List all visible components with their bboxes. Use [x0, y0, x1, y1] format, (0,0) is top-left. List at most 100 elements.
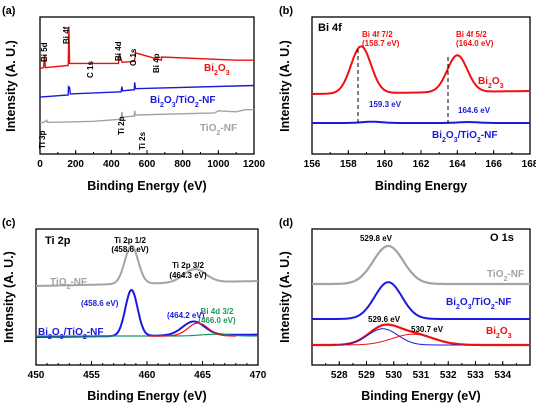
panel-d-xlabel: Binding Energy (eV): [361, 389, 480, 403]
panel-c-tick-label: 450: [28, 370, 45, 381]
annotation-ti2s: Ti 2s: [138, 131, 147, 150]
series-label-d-bi2o3: Bi2O3: [486, 326, 512, 340]
panel-c-label: (c): [2, 217, 16, 229]
annotation-bi4f52-value: (164.0 eV): [456, 39, 494, 48]
series-label-b-bi2o3-tio2nf: Bi2O3/TiO2-NF: [432, 130, 497, 144]
panel-a-tick-label: 600: [139, 159, 156, 170]
annotation-529-6: 529.6 eV: [368, 315, 401, 324]
panel-c-title: Ti 2p: [45, 235, 71, 247]
series-label-tio2nf: TiO2-NF: [200, 123, 237, 137]
panel-b: (b) Bi 4f 156 158 160 162 164 166 168 Bi 4f 7/…: [278, 5, 536, 193]
panel-c-curves: [36, 244, 258, 338]
annotation-bi4d32: Bi 4d 3/2: [201, 307, 234, 316]
panel-b-tick-label: 158: [340, 159, 357, 170]
panel-b-title: Bi 4f: [318, 22, 342, 34]
annotation-ti2p12: Ti 2p 1/2: [114, 236, 146, 245]
annotation-159-3: 159.3 eV: [369, 100, 402, 109]
annotation-ti2p32-value: (464.3 eV): [169, 271, 207, 280]
panel-c-tick-label: 470: [250, 370, 267, 381]
panel-c-tick-label: 460: [139, 370, 156, 381]
panel-d-series-line: [312, 281, 530, 320]
annotation-c1s: C 1s: [86, 61, 95, 78]
panel-a-series-line: [39, 82, 255, 98]
panel-a-tick-label: 1200: [243, 159, 266, 170]
annotation-ti2p32: Ti 2p 3/2: [172, 261, 204, 270]
annotation-458-6-blue: (458.6 eV): [81, 299, 119, 308]
panel-a-label: (a): [2, 5, 16, 17]
series-label-bi2o3: Bi2O3: [204, 63, 230, 77]
panel-a-tick-label: 400: [103, 159, 120, 170]
annotation-bi4d: Bi 4d: [114, 41, 123, 61]
annotation-464-2: (464.2 eV): [167, 311, 205, 320]
annotation-bi4f72: Bi 4f 7/2: [362, 30, 393, 39]
panel-b-series-line: [312, 45, 530, 95]
series-label-b-bi2o3: Bi2O3: [478, 76, 504, 90]
panel-d-series-line: [312, 244, 530, 286]
annotation-bi4f: Bi 4f: [62, 26, 71, 44]
panel-b-curves: [312, 45, 530, 124]
panel-b-series-line: [312, 120, 530, 124]
panel-b-tick-label: 156: [304, 159, 321, 170]
series-label-d-tio2nf: TiO2-NF: [487, 269, 524, 283]
panel-d-tick-label: 533: [467, 370, 484, 381]
panel-a-tick-label: 200: [67, 159, 84, 170]
panel-a-annotations: Bi 5d Bi 4f Bi 4d C 1s O 1s Bi 4p Ti 3p …: [38, 26, 161, 150]
panel-a-ylabel: Intensity (A. U.): [4, 40, 18, 132]
panel-d-fit-component: [312, 333, 530, 346]
panel-d-ylabel: Intensity (A. U.): [278, 251, 292, 343]
panel-a-series-line: [40, 108, 254, 124]
panel-a-tick-label: 800: [174, 159, 191, 170]
panel-d-label: (d): [279, 217, 293, 229]
panel-b-tick-label: 162: [413, 159, 430, 170]
panel-b-tick-label: 166: [485, 159, 502, 170]
panel-c-ticks: 450 455 460 465 470: [28, 361, 267, 381]
panel-d-curves: [312, 244, 530, 347]
panel-a: (a) 0 200 400 600 800 1000 1200 Bi 5d Bi 4f Bi…: [2, 5, 266, 193]
panel-d-tick-label: 530: [385, 370, 402, 381]
panel-b-xlabel: Binding Energy: [375, 179, 467, 193]
panel-d-tick-label: 529: [358, 370, 375, 381]
panel-d-tick-label: 532: [440, 370, 457, 381]
panel-b-tick-label: 164: [449, 159, 466, 170]
panel-d-tick-label: 534: [494, 370, 511, 381]
annotation-164-6: 164.6 eV: [458, 106, 491, 115]
panel-c-ylabel: Intensity (A. U.): [2, 251, 16, 343]
series-label-d-bi2o3-tio2nf: Bi2O3/TiO2-NF: [446, 297, 511, 311]
panel-b-label: (b): [279, 5, 293, 17]
panel-c-xlabel: Binding Energy (eV): [87, 389, 206, 403]
annotation-bi4p: Bi 4p: [152, 53, 161, 73]
panel-c-fit-component: [147, 322, 236, 337]
panel-b-tick-label: 168: [522, 159, 536, 170]
panel-d-ticks: 528 529 530 531 532 533 534: [311, 361, 531, 381]
panel-c-series-line: [36, 244, 258, 287]
annotation-ti3p: Ti 3p: [38, 130, 47, 149]
annotation-bi4f72-value: (158.7 eV): [362, 39, 400, 48]
panel-c-tick-label: 455: [83, 370, 100, 381]
panel-d-tick-label: 528: [331, 370, 348, 381]
annotation-bi4d32-value: (466.0 eV): [198, 316, 236, 325]
annotation-ti2p12-value: (458.6 eV): [111, 245, 149, 254]
panel-d-title: O 1s: [490, 232, 514, 244]
series-label-c-tio2nf: TiO2-NF: [50, 277, 87, 291]
panel-a-ticks: 0 200 400 600 800 1000 1200: [37, 150, 266, 170]
panel-d: (d) O 1s 528 529 530 531 532 533 534 529.8 eV …: [278, 217, 531, 403]
series-label-c-bi2o3-tio2nf: Bi2O3/TiO2-NF: [38, 327, 103, 341]
annotation-529-8: 529.8 eV: [360, 234, 393, 243]
panel-b-tick-label: 160: [376, 159, 393, 170]
panel-a-series-line: [39, 26, 254, 70]
panel-a-tick-label: 1000: [207, 159, 230, 170]
panel-c-tick-label: 465: [194, 370, 211, 381]
panel-b-ticks: 156 158 160 162 164 166 168: [304, 150, 536, 170]
panel-c: (c) Ti 2p 450 455 460 465 470 Ti 2p 1/2 (458…: [2, 217, 267, 403]
annotation-ti2p: Ti 2p: [117, 116, 126, 135]
annotation-o1s: O 1s: [129, 48, 138, 66]
panel-b-ylabel: Intensity (A. U.): [278, 40, 292, 132]
panel-a-curves: [39, 26, 255, 124]
annotation-530-7: 530.7 eV: [411, 325, 444, 334]
annotation-bi4f52: Bi 4f 5/2: [456, 30, 487, 39]
series-label-bi2o3-tio2nf: Bi2O3/TiO2-NF: [150, 95, 215, 109]
panel-a-xlabel: Binding Energy (eV): [87, 179, 206, 193]
panel-d-tick-label: 531: [413, 370, 430, 381]
annotation-bi5d: Bi 5d: [40, 42, 49, 62]
